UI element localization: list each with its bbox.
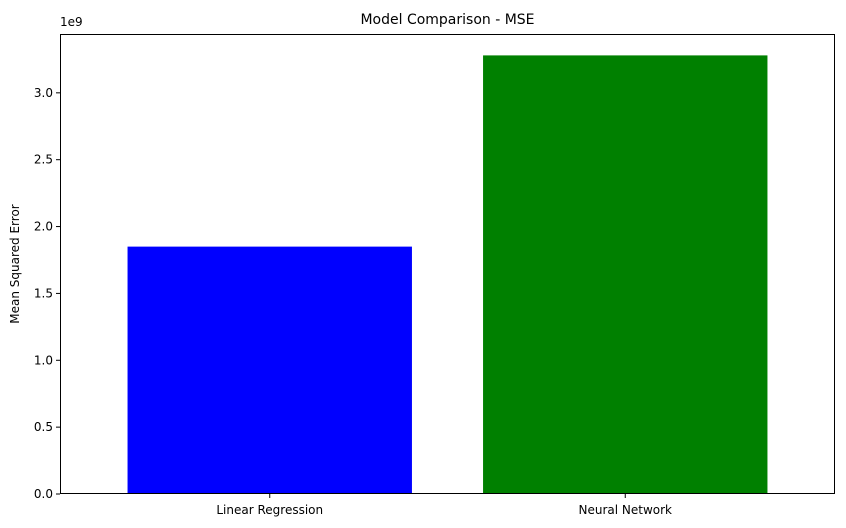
bars-group — [127, 55, 768, 494]
y-tick-label: 0.0 — [34, 487, 53, 501]
chart-title: Model Comparison - MSE — [360, 12, 534, 28]
bar-linear-regression — [127, 246, 412, 494]
y-axis-title: Mean Squared Error — [8, 204, 22, 324]
x-tick-label: Neural Network — [578, 503, 672, 517]
y-tick-label: 3.0 — [34, 86, 53, 100]
y-tick-label: 1.0 — [34, 353, 53, 367]
y-tick-label: 0.5 — [34, 420, 53, 434]
y-axis-offset-label: 1e9 — [60, 15, 83, 29]
y-axis-ticks: 0.0 0.5 1.0 1.5 2.0 2.5 3.0 — [34, 86, 60, 501]
y-tick-label: 1.5 — [34, 286, 53, 300]
y-tick-label: 2.0 — [34, 220, 53, 234]
plot-frame — [60, 34, 835, 494]
bar-neural-network — [483, 55, 768, 494]
y-tick-label: 2.5 — [34, 153, 53, 167]
x-axis-ticks: Linear Regression Neural Network — [216, 494, 672, 517]
x-tick-label: Linear Regression — [216, 503, 323, 517]
